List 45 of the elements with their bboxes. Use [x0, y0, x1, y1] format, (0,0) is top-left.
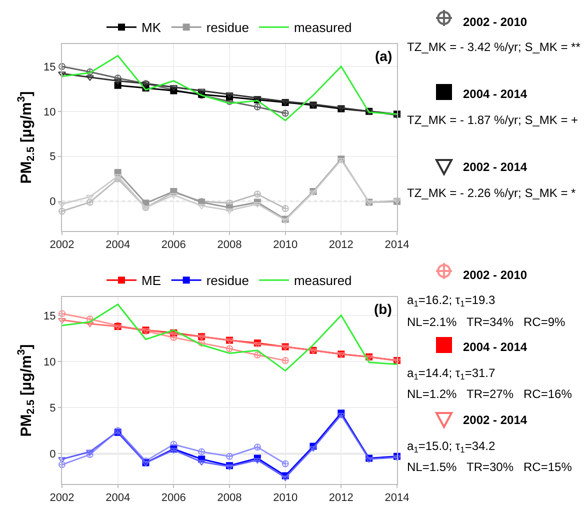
- y-tick-label: 15: [44, 310, 56, 322]
- x-tick-label: 2008: [217, 239, 242, 252]
- x-tick-label: 2010: [273, 492, 298, 504]
- text: a$_{1}$=15.0; τ$_{1}$=34.2: [407, 439, 496, 455]
- x-tick-label: 2006: [161, 239, 186, 252]
- x-tick-label: 2006: [161, 492, 186, 504]
- x-tick-label: 2002: [50, 239, 74, 252]
- text: 2004 - 2014: [463, 340, 528, 354]
- text: TZ_MK = - 1.87 %/yr; S_MK = +: [407, 113, 578, 127]
- y-tick-label: 0: [50, 196, 56, 208]
- y-tick-label: 10: [44, 356, 56, 368]
- x-tick-label: 2004: [106, 239, 130, 252]
- x-tick-label: 2004: [106, 492, 130, 504]
- y-tick-label: 0: [50, 448, 56, 460]
- x-tick-label: 2002: [50, 492, 74, 504]
- legend-label: measured: [294, 273, 352, 288]
- y-tick-label: 15: [44, 61, 56, 74]
- text: NL=1.5% TR=30% RC=15%: [407, 460, 572, 474]
- text: TZ_MK = - 3.42 %/yr; S_MK = **: [407, 40, 581, 54]
- text: NL=2.1% TR=34% RC=9%: [407, 315, 566, 329]
- x-tick-label: 2010: [273, 239, 298, 252]
- x-tick-label: 2012: [328, 492, 354, 504]
- x-tick-label: 2014: [384, 239, 410, 252]
- text: 2002 - 2014: [463, 160, 528, 174]
- text: 2002 - 2010: [463, 268, 528, 282]
- y-tick-label: 5: [50, 151, 56, 164]
- legend-label: ME: [142, 273, 162, 288]
- text: 2002 - 2010: [463, 15, 528, 29]
- legend-label: residue: [206, 273, 249, 288]
- annotation: (a): [375, 48, 392, 64]
- text: a$_{1}$=14.4; τ$_{1}$=31.7: [407, 366, 496, 382]
- text: TZ_MK = - 2.26 %/yr; S_MK = *: [407, 186, 576, 200]
- text: 2004 - 2014: [463, 87, 528, 101]
- x-tick-label: 2008: [217, 492, 242, 504]
- y-tick-label: 10: [44, 106, 56, 118]
- x-tick-label: 2012: [328, 239, 354, 252]
- legend-label: measured: [294, 20, 352, 36]
- text: 2002 - 2014: [463, 413, 528, 427]
- x-tick-label: 2014: [384, 492, 410, 504]
- text: NL=1.2% TR=27% RC=16%: [407, 387, 572, 401]
- legend-label: residue: [206, 20, 249, 36]
- legend-label: MK: [142, 20, 162, 36]
- y-tick-label: 5: [50, 402, 56, 414]
- text: a$_{1}$=16.2; τ$_{1}$=19.3: [407, 293, 496, 309]
- annotation: (b): [374, 301, 392, 317]
